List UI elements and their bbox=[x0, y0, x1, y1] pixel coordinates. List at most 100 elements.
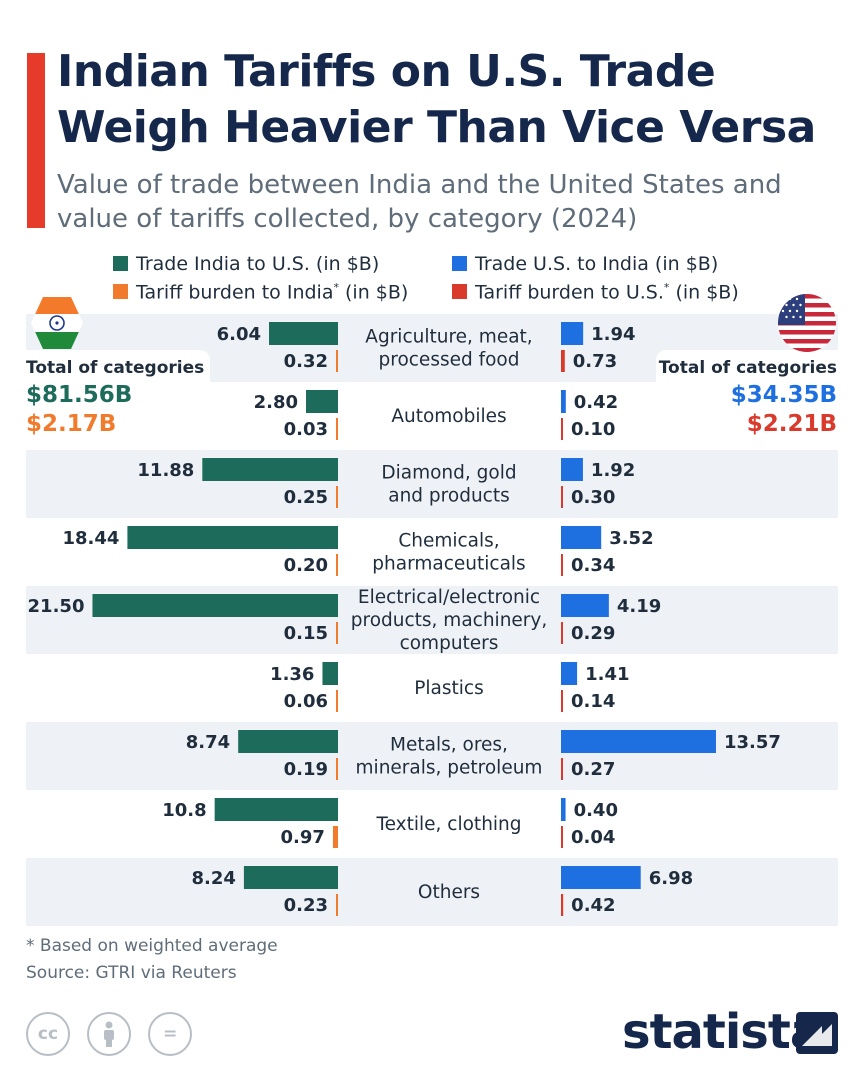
category-label-line: pharmaceuticals bbox=[372, 554, 525, 575]
label-trade-india: 1.36 bbox=[270, 664, 314, 685]
legend-swatch-tariff-us bbox=[452, 284, 467, 300]
attribution-icon[interactable] bbox=[87, 1012, 132, 1056]
label-trade-us: 0.40 bbox=[574, 800, 618, 821]
bar-tariff-us bbox=[561, 486, 563, 508]
legend-label-trade-india: Trade India to U.S. (in $B) bbox=[136, 253, 380, 275]
source-link[interactable]: Source: GTRI via Reuters bbox=[26, 963, 237, 983]
bar-tariff-us bbox=[561, 758, 563, 780]
india-total-trade: $81.56B bbox=[26, 382, 133, 408]
label-trade-us: 1.92 bbox=[591, 460, 635, 481]
category-row: 2.80 0.03 0.42 0.10 Automobiles bbox=[254, 390, 618, 440]
bar-trade-india bbox=[306, 390, 338, 413]
bar-tariff-india bbox=[336, 486, 338, 508]
bar-tariff-us bbox=[561, 350, 565, 372]
category-label-line: Automobiles bbox=[391, 406, 506, 427]
us-total-box: Total of categories $34.35B $2.21B bbox=[656, 350, 864, 442]
bar-tariff-india bbox=[332, 826, 338, 848]
bar-trade-us bbox=[561, 662, 578, 685]
bar-trade-india bbox=[322, 662, 338, 685]
category-label-line: Others bbox=[418, 882, 480, 903]
category-label: Diamond, gold and products bbox=[381, 463, 516, 507]
label-tariff-india: 0.06 bbox=[284, 691, 328, 712]
category-label-line: processed food bbox=[379, 350, 520, 371]
category-label: Plastics bbox=[414, 678, 483, 699]
label-tariff-us: 0.73 bbox=[573, 351, 617, 372]
label-trade-india: 18.44 bbox=[62, 528, 119, 549]
legend-item-tariff-india: Tariff burden to India* (in $B) bbox=[113, 281, 408, 303]
category-row: 1.36 0.06 1.41 0.14 Plastics bbox=[270, 662, 630, 712]
label-trade-india: 21.50 bbox=[28, 596, 85, 617]
bar-trade-us bbox=[561, 390, 566, 413]
category-label: Others bbox=[418, 882, 480, 903]
legend-label-tariff-india: Tariff burden to India bbox=[136, 281, 334, 304]
label-tariff-us: 0.04 bbox=[571, 827, 615, 848]
label-trade-us: 0.42 bbox=[574, 392, 618, 413]
label-trade-us: 1.41 bbox=[585, 664, 629, 685]
bar-trade-india bbox=[243, 866, 338, 889]
category-label: Automobiles bbox=[391, 406, 506, 427]
bar-tariff-us bbox=[561, 554, 563, 576]
us-total-label: Total of categories bbox=[658, 358, 837, 378]
title-accent-bar bbox=[27, 53, 45, 228]
legend-swatch-trade-us bbox=[452, 256, 467, 271]
label-tariff-india: 0.15 bbox=[284, 623, 328, 644]
row-band bbox=[26, 858, 838, 926]
category-label-line: and products bbox=[388, 486, 509, 507]
bar-tariff-india bbox=[336, 758, 338, 780]
label-tariff-india: 0.20 bbox=[284, 555, 328, 576]
label-tariff-us: 0.30 bbox=[571, 487, 615, 508]
us-total-trade: $34.35B bbox=[730, 382, 837, 408]
footnote: * Based on weighted average bbox=[26, 936, 278, 956]
legend-label-trade-us: Trade U.S. to India (in $B) bbox=[475, 253, 719, 275]
label-trade-india: 8.24 bbox=[191, 868, 235, 889]
category-row: 21.50 0.15 4.190.29 Electrical/electronic pr… bbox=[28, 587, 662, 654]
bar-trade-india bbox=[127, 526, 339, 549]
category-label-line: Textile, clothing bbox=[375, 814, 521, 835]
india-total-box: Total of categories $81.56B $2.17B bbox=[8, 350, 210, 442]
legend-item-tariff-us: Tariff burden to U.S.* (in $B) bbox=[452, 281, 739, 303]
legend-asterisk-india: * bbox=[333, 281, 339, 294]
legend-label-tariff-us: Tariff burden to U.S. bbox=[475, 281, 664, 304]
bar-tariff-india bbox=[336, 418, 338, 440]
chart-title: Indian Tariffs on U.S. Trade Weigh Heavi… bbox=[57, 46, 816, 153]
bar-trade-us bbox=[561, 458, 583, 481]
no-derivatives-icon[interactable]: = bbox=[148, 1012, 193, 1056]
label-trade-us: 13.57 bbox=[724, 732, 781, 753]
statista-mark-icon bbox=[796, 1012, 838, 1054]
legend-swatch-tariff-india bbox=[113, 284, 128, 300]
bar-tariff-india bbox=[336, 554, 338, 576]
us-flag-icon bbox=[778, 294, 836, 352]
legend-asterisk-us: * bbox=[663, 281, 670, 294]
category-row: 8.24 0.23 6.98 0.42 Others bbox=[191, 866, 693, 916]
bar-trade-india bbox=[214, 798, 338, 821]
category-label: Electrical/electronic products, machinery… bbox=[351, 587, 548, 654]
chart-subtitle: Value of trade between India and the Uni… bbox=[57, 170, 782, 234]
legend: Trade India to U.S. (in $B) Tariff burde… bbox=[0, 250, 864, 310]
bar-trade-india bbox=[92, 594, 338, 617]
category-label-line: Electrical/electronic bbox=[358, 587, 540, 608]
category-label-line: Metals, ores, bbox=[390, 735, 508, 756]
label-tariff-us: 0.14 bbox=[571, 691, 615, 712]
label-tariff-india: 0.32 bbox=[284, 351, 328, 372]
label-trade-india: 10.8 bbox=[162, 800, 206, 821]
statista-logo[interactable]: statista bbox=[622, 1004, 822, 1060]
label-tariff-india: 0.23 bbox=[284, 895, 328, 916]
bar-trade-us bbox=[561, 798, 566, 821]
label-tariff-us: 0.27 bbox=[571, 759, 615, 780]
label-trade-india: 6.04 bbox=[217, 324, 261, 345]
india-total-tariff: $2.17B bbox=[26, 411, 117, 437]
cc-icon[interactable]: cc bbox=[26, 1012, 70, 1056]
india-flag-icon bbox=[31, 297, 83, 349]
label-trade-us: 3.52 bbox=[609, 528, 653, 549]
category-row: 10.8 0.97 0.40 0.04 Textile, clothing bbox=[162, 798, 618, 848]
label-tariff-us: 0.29 bbox=[571, 623, 615, 644]
category-label-line: products, machinery, bbox=[351, 610, 548, 631]
bar-tariff-us bbox=[561, 418, 563, 440]
bar-tariff-india bbox=[336, 622, 338, 644]
label-trade-us: 6.98 bbox=[649, 868, 693, 889]
bar-tariff-us bbox=[561, 894, 564, 916]
label-trade-india: 11.88 bbox=[137, 460, 194, 481]
category-label-line: Plastics bbox=[414, 678, 483, 699]
row-band bbox=[26, 450, 838, 518]
label-tariff-india: 0.97 bbox=[281, 827, 325, 848]
